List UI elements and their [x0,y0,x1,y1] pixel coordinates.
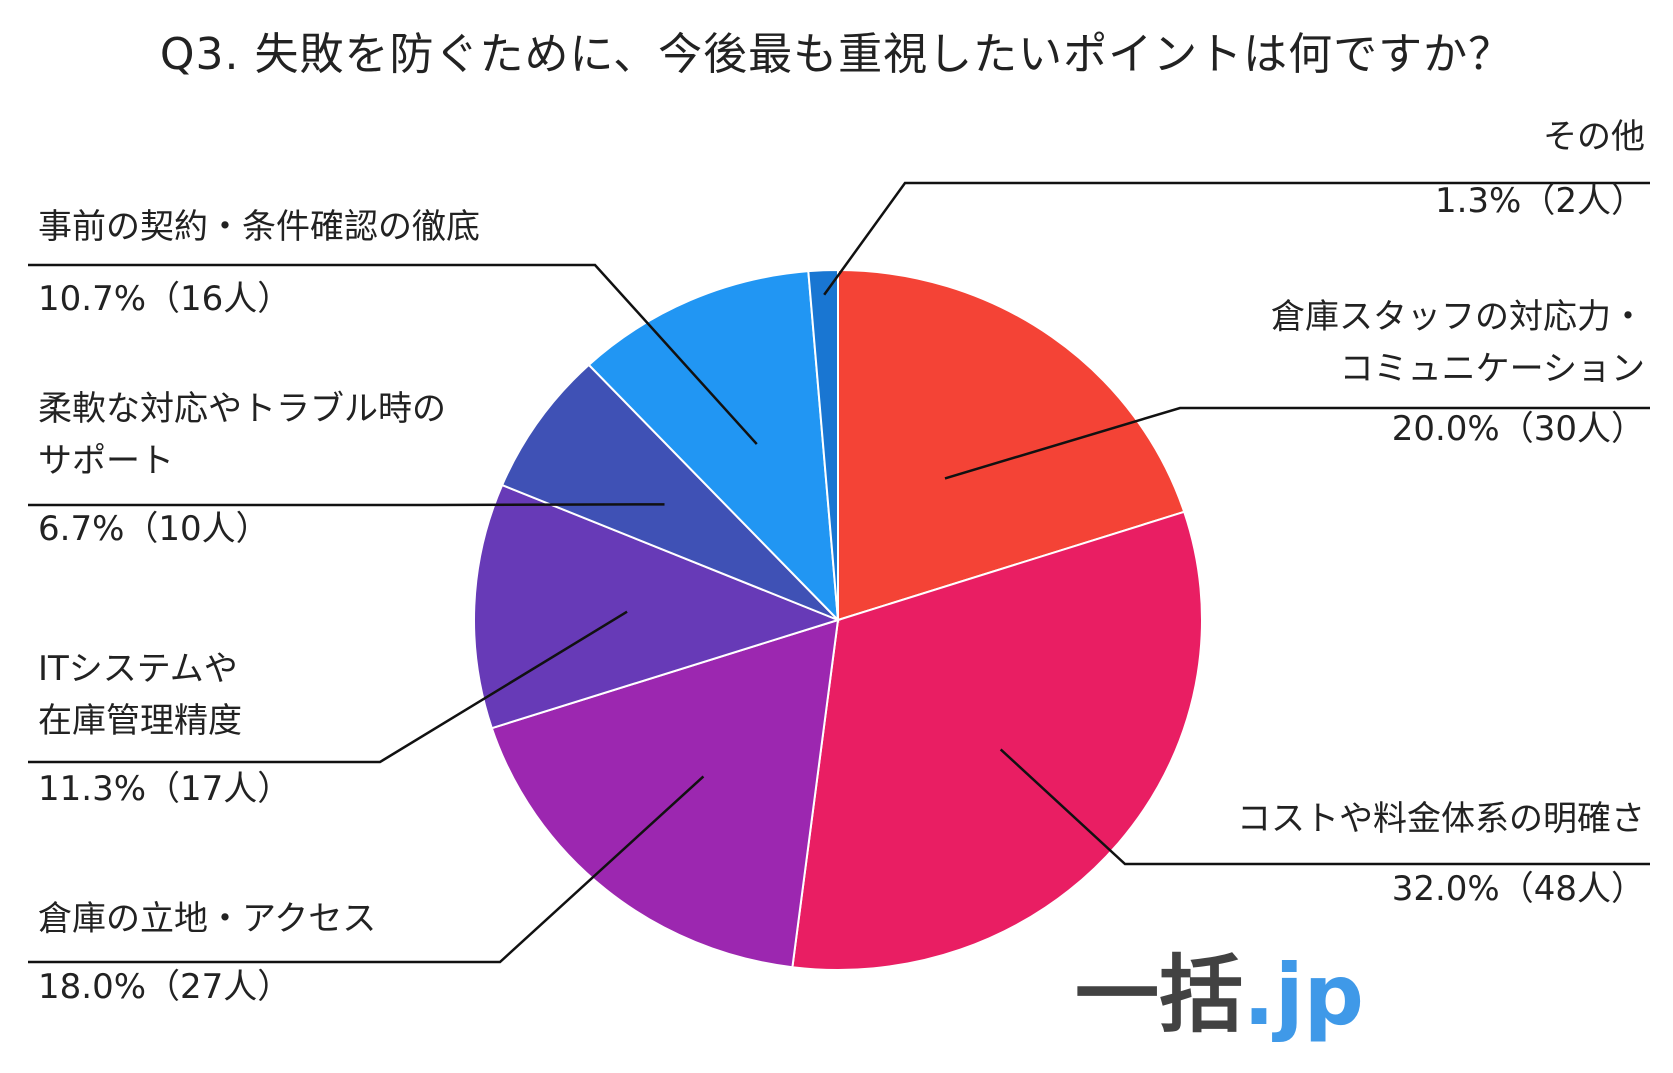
leader-line-6 [28,263,758,445]
slice-value-4: 11.3%（17人） [38,769,291,809]
pie-slice-3 [490,618,840,969]
pie-slice-6 [587,270,840,623]
slice-label-1: コミュニケーション [1340,349,1645,389]
leader-line-1 [944,406,1650,480]
slice-value-1: 20.0%（30人） [1392,409,1645,449]
slice-label-2: コストや料金体系の明確さ [1237,799,1645,839]
pie-slice-1 [837,268,1186,622]
slice-label-4: 在庫管理精度 [38,701,242,741]
slice-label-6: 事前の契約・条件確認の徹底 [38,207,480,247]
slice-value-7: 1.3%（2人） [1435,181,1645,221]
leader-line-3 [28,775,705,964]
leader-line-5 [28,503,665,507]
slice-value-6: 10.7%（16人） [38,279,291,319]
leader-line-2 [999,748,1650,866]
leader-line-7 [823,181,1650,296]
pie-slice-5 [500,363,839,621]
slice-label-7: その他 [1543,117,1645,157]
slice-label-3: 倉庫の立地・アクセス [38,899,376,939]
slice-label-5: サポート [38,441,174,481]
slice-labels: 倉庫スタッフの対応力・コミュニケーション 20.0%（30人） コストや料金体系の明… [28,117,1650,1007]
logo-dot: .jp [1243,946,1364,1044]
pie-slice-2 [791,510,1203,971]
slice-value-2: 32.0%（48人） [1392,869,1645,909]
pie-slice-7 [807,268,839,621]
slice-label-4: ITシステムや [38,649,238,689]
slice-value-3: 18.0%（27人） [38,967,291,1007]
chart-title: Q3. 失敗を防ぐために、今後最も重視したいポイントは何ですか？ [159,29,1514,80]
logo: 一括.jp [1075,945,1364,1045]
slice-label-1: 倉庫スタッフの対応力・ [1271,297,1645,337]
leader-line-4 [28,610,628,764]
slice-label-5: 柔軟な対応やトラブル時の [38,389,446,429]
slice-value-5: 6.7%（10人） [38,509,270,549]
logo-main: 一括 [1075,946,1244,1044]
slices [473,268,1203,971]
